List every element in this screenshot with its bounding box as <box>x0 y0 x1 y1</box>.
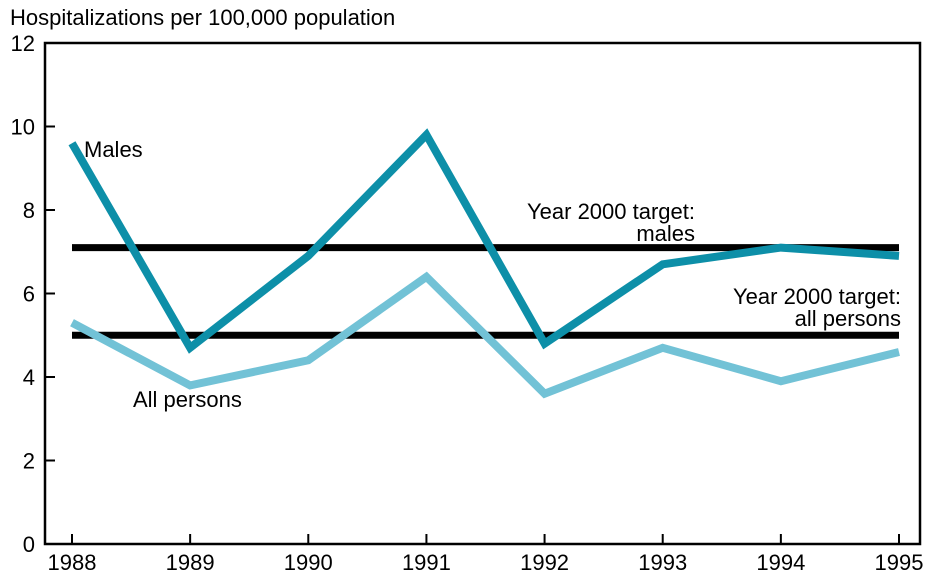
series-line-all-persons <box>70 271 900 399</box>
y-tick-label: 6 <box>23 282 35 307</box>
series-label-males: Males <box>84 137 143 162</box>
x-tick-label: 1988 <box>48 550 97 575</box>
reference-label-males-line1: Year 2000 target: <box>527 199 695 224</box>
y-axis-ticks: 0 2 4 6 8 10 12 <box>11 31 55 557</box>
y-axis-label: Hospitalizations per 100,000 population <box>10 5 395 30</box>
x-axis-ticks: 1988 1989 1990 1991 1992 1993 1994 1995 <box>48 534 924 575</box>
reference-label-all-persons-line1: Year 2000 target: <box>733 284 901 309</box>
series-line-males <box>68 128 900 354</box>
x-tick-label: 1993 <box>638 550 687 575</box>
reference-label-males-line2: males <box>636 221 695 246</box>
series-lines <box>68 128 900 399</box>
y-tick-label: 2 <box>23 449 35 474</box>
y-tick-label: 8 <box>23 198 35 223</box>
x-tick-label: 1991 <box>402 550 451 575</box>
reference-label-all-persons-line2: all persons <box>795 306 901 331</box>
y-tick-label: 0 <box>23 532 35 557</box>
x-tick-label: 1995 <box>875 550 924 575</box>
x-tick-label: 1990 <box>284 550 333 575</box>
y-tick-label: 4 <box>23 365 35 390</box>
y-tick-label: 10 <box>11 115 35 140</box>
x-tick-label: 1992 <box>520 550 569 575</box>
x-tick-label: 1989 <box>166 550 215 575</box>
series-label-all-persons: All persons <box>133 387 242 412</box>
y-tick-label: 12 <box>11 31 35 56</box>
x-tick-label: 1994 <box>756 550 805 575</box>
